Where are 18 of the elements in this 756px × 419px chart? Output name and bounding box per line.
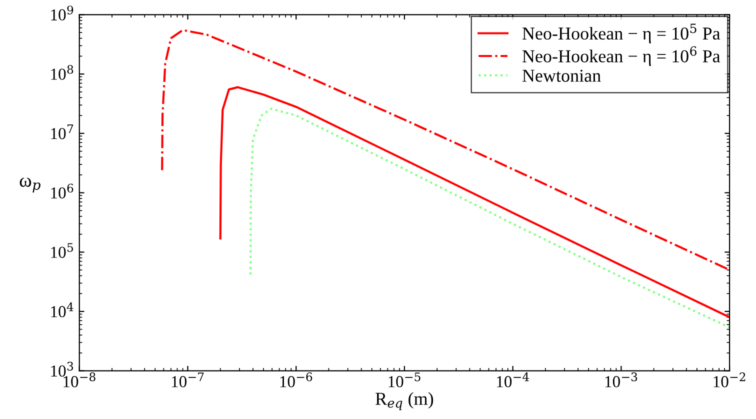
x-tick-label: 10$^{−7}$ xyxy=(172,372,204,388)
x-tick-label: 10$^{−3}$ xyxy=(605,372,638,388)
y-tick-label: 10$^{7}$ xyxy=(51,124,74,140)
legend-label: Newtonian xyxy=(522,70,601,82)
x-tick-label: 10$^{−5}$ xyxy=(388,372,420,388)
y-axis-title: ω$_{p}$ xyxy=(20,178,40,193)
x-tick-label: 10$^{−6}$ xyxy=(280,372,312,388)
x-tick-label: 10$^{−2}$ xyxy=(714,372,746,388)
y-tick-label: 10$^{3}$ xyxy=(51,362,74,377)
x-axis-title: R$_{eq}$ (m) xyxy=(376,392,434,410)
legend-label: Neo-Hookean − η = 10$^{5}$ Pa xyxy=(522,24,720,44)
x-tick-label: 10$^{−4}$ xyxy=(497,372,529,388)
y-tick-label: 10$^{5}$ xyxy=(51,243,74,258)
y-tick-label: 10$^{9}$ xyxy=(51,6,74,20)
legend-label: Neo-Hookean − η = 10$^{6}$ Pa xyxy=(522,46,720,66)
y-tick-label: 10$^{4}$ xyxy=(51,302,74,318)
y-tick-label: 10$^{8}$ xyxy=(51,64,74,80)
y-tick-label: 10$^{6}$ xyxy=(51,184,74,199)
